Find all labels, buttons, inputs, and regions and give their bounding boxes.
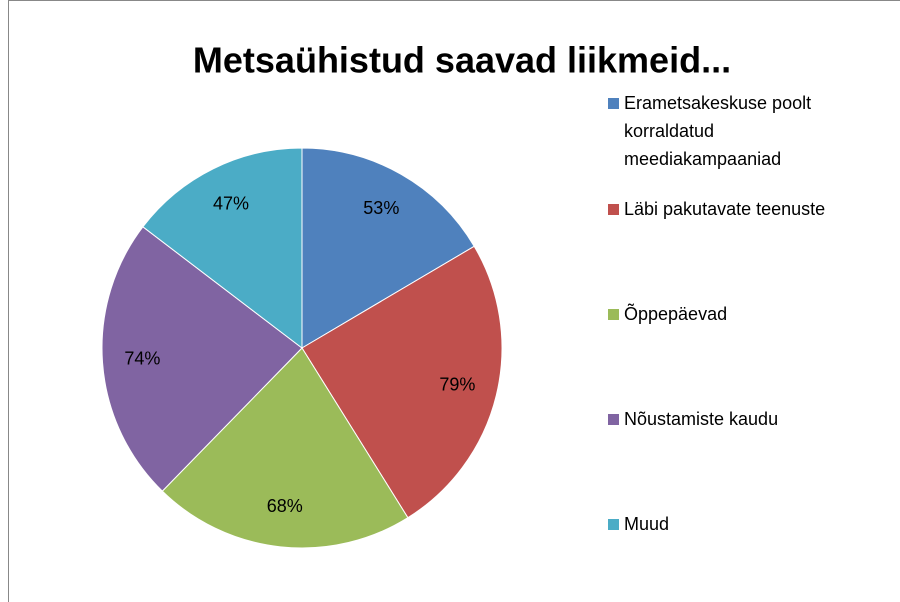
legend-item: Nõustamiste kaudu	[608, 405, 870, 433]
legend-label: Õppepäevad	[624, 304, 728, 324]
legend-label: Erametsakeskuse poolt korraldatud meedia…	[624, 93, 812, 169]
legend-swatch	[608, 309, 619, 320]
data-label: 47%	[213, 193, 249, 213]
data-label: 53%	[363, 198, 399, 218]
legend-swatch	[608, 414, 619, 425]
legend-swatch	[608, 519, 619, 530]
legend-label: Läbi pakutavate teenuste	[624, 199, 826, 219]
data-label: 79%	[439, 375, 475, 395]
data-label: 74%	[124, 348, 160, 368]
pie-slice	[301, 147, 475, 349]
pie-slice	[161, 347, 409, 549]
pie-slice	[101, 226, 303, 492]
legend-label: Muud	[624, 514, 670, 534]
legend-item: Õppepäevad	[608, 300, 870, 328]
legend-label: Nõustamiste kaudu	[624, 409, 779, 429]
chart-title: Metsaühistud saavad liikmeid...	[193, 40, 731, 81]
data-label: 68%	[267, 496, 303, 516]
pie-slice	[301, 245, 503, 519]
pie-slice	[142, 147, 303, 350]
legend-swatch	[608, 204, 619, 215]
legend-swatch	[608, 98, 619, 109]
legend-item: Muud	[608, 510, 870, 538]
legend-item: Läbi pakutavate teenuste	[608, 195, 870, 223]
legend-item: Erametsakeskuse poolt korraldatud meedia…	[608, 89, 870, 173]
